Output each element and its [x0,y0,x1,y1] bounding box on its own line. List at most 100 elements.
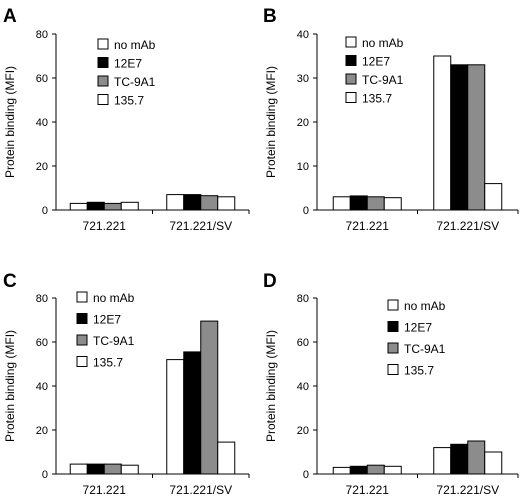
panel-d-y-tick-label: 80 [297,293,309,305]
panel-a-bar-tc-9a1 [103,202,122,211]
panel-a-bar-135-7 [120,201,139,211]
panel-c-bar-12e7 [183,351,202,475]
panel-a-y-tick-label: 40 [36,117,48,129]
panel-d-y-axis-label: Protein binding (MFI) [264,330,278,442]
panel-d-y-tick-label: 60 [297,337,309,349]
panel-b-legend-swatch [345,55,357,66]
panel-c-letter: C [3,271,17,292]
panel-a-legend-label: no mAb [114,38,156,52]
panel-d-legend-label: 135.7 [404,364,434,378]
panel-d-legend-swatch [387,321,399,332]
panel-b-legend-label: no mAb [362,36,404,50]
panel-b-letter: B [263,6,277,27]
panel-b-bar-135-7 [383,197,402,211]
panel-a-y-axis-label: Protein binding (MFI) [3,66,17,178]
panel-c-bar-12e7 [86,463,105,475]
panel-a-y-tick-label: 0 [42,205,48,217]
panel-a-legend-label: TC-9A1 [114,75,156,89]
panel-a-legend-label: 135.7 [114,94,144,108]
panel-a-category-label: 721.221/SV [169,219,232,233]
panel-b-legend-swatch [345,73,357,85]
panel-d-bar-12e7 [349,465,368,475]
panel-a-bar-12e7 [183,194,202,211]
panel-a-bar-135-7 [217,196,236,211]
panel-b-legend-label: TC-9A1 [362,73,404,87]
panel-c-category-label: 721.221 [83,483,127,497]
panel-d-bar-no-mab [332,466,351,475]
panel-c-legend-swatch [76,291,88,303]
panel-a-legend-swatch [97,75,109,87]
panel-c-y-axis-label: Protein binding (MFI) [3,330,17,442]
panel-a-letter: A [3,6,17,27]
panel-c-bar-135-7 [217,441,236,475]
panel-b-y-tick-label: 0 [303,205,309,217]
panel-a-bar-no-mab [69,202,88,211]
panel-c-bar-135-7 [120,464,139,475]
panel-a-bar-tc-9a1 [200,195,219,211]
panel-d-bar-135-7 [484,451,503,475]
panel-c-bar-no-mab [69,463,88,475]
panel-d-legend-label: TC-9A1 [404,342,446,356]
panel-d-letter: D [263,271,277,292]
panel-b-category-label: 721.221/SV [436,219,499,233]
panel-d-y-tick-label: 0 [303,469,309,481]
panel-d-category-label: 721.221 [346,483,390,497]
panel-b-bar-no-mab [433,55,452,211]
panel-c-y-tick-label: 40 [36,381,48,393]
panel-c-legend-swatch [76,356,88,367]
panel-a-y-tick-label: 20 [36,161,48,173]
panel-c-legend-swatch [76,313,88,324]
panel-b-legend-label: 135.7 [362,92,392,106]
panel-c-legend-label: no mAb [93,291,135,305]
panel-c-y-tick-label: 20 [36,425,48,437]
panel-d-bar-no-mab [433,447,452,475]
panel-b-legend-label: 12E7 [362,55,390,69]
panel-c-legend-swatch [76,334,88,346]
panel-b-bar-12e7 [450,64,469,211]
panel-c-bar-tc-9a1 [103,463,122,475]
panel-a-bar-12e7 [86,201,105,211]
panel-a-y-tick-label: 80 [36,29,48,41]
panel-b-bar-135-7 [484,183,503,211]
panel-c-category-label: 721.221/SV [169,483,232,497]
panel-c-bar-tc-9a1 [200,320,219,475]
panel-a-legend-swatch [97,94,109,105]
panel-b-legend-swatch [345,36,357,48]
panel-d-category-label: 721.221/SV [436,483,499,497]
panel-c-legend-label: 12E7 [93,313,121,327]
panel-a-bar-no-mab [166,194,185,211]
panel-b-bar-no-mab [332,196,351,211]
panel-d-bar-12e7 [450,443,469,475]
panel-c-bar-no-mab [166,359,185,475]
panel-c-legend-label: 135.7 [93,356,123,370]
panel-a-legend-label: 12E7 [114,57,142,71]
panel-b-legend-swatch [345,92,357,103]
panel-a-category-label: 721.221 [83,219,127,233]
panel-b-bar-tc-9a1 [366,196,385,211]
panel-c-y-tick-label: 60 [36,337,48,349]
panel-d-legend-swatch [387,342,399,354]
panel-d-legend-label: no mAb [404,299,446,313]
panel-d-legend-label: 12E7 [404,321,432,335]
panel-b-y-axis-label: Protein binding (MFI) [264,66,278,178]
panel-b-bar-12e7 [349,195,368,211]
panel-d-y-tick-label: 40 [297,381,309,393]
panel-d-bar-135-7 [383,465,402,475]
panel-b-y-tick-label: 10 [297,161,309,173]
panel-a-y-tick-label: 60 [36,73,48,85]
panel-c-y-tick-label: 80 [36,293,48,305]
panel-b-y-tick-label: 30 [297,73,309,85]
panel-d-legend-swatch [387,364,399,375]
panel-d-bar-tc-9a1 [467,440,486,475]
panel-a-legend-swatch [97,38,109,50]
panel-d-legend-swatch [387,299,399,311]
panel-b-category-label: 721.221 [346,219,390,233]
panel-b-y-tick-label: 40 [297,29,309,41]
panel-b-bar-tc-9a1 [467,64,486,211]
panel-a-legend-swatch [97,57,109,68]
panel-d-y-tick-label: 20 [297,425,309,437]
panel-c-y-tick-label: 0 [42,469,48,481]
panel-b-y-tick-label: 20 [297,117,309,129]
panel-d-bar-tc-9a1 [366,464,385,475]
